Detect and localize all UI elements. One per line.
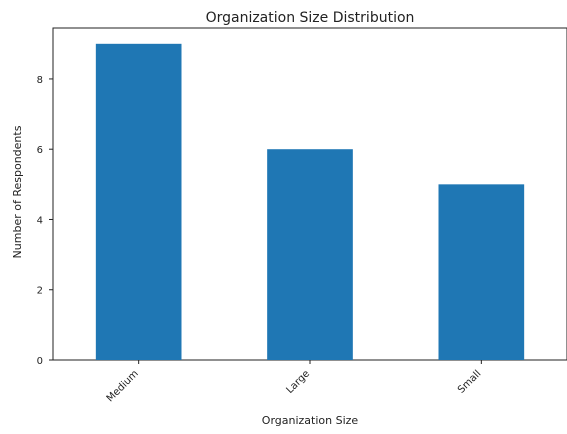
bar-medium	[95, 43, 182, 361]
x-axis-ticks: Medium Large Small	[105, 360, 483, 404]
bar-large	[267, 149, 353, 360]
chart-title: Organization Size Distribution	[206, 10, 415, 26]
y-axis-label: Number of Respondents	[11, 125, 24, 258]
x-tick-label-small: Small	[456, 368, 483, 395]
y-tick-label: 8	[37, 75, 43, 86]
y-tick-label: 6	[37, 145, 43, 156]
y-tick-label: 4	[37, 215, 43, 226]
y-tick-label: 0	[37, 356, 43, 367]
y-tick-label: 2	[37, 286, 43, 297]
x-tick-label-large: Large	[284, 368, 312, 396]
y-axis-ticks: 0 2 4 6 8	[37, 75, 53, 367]
bar-small	[438, 184, 525, 360]
bars	[95, 43, 525, 361]
x-tick-label-medium: Medium	[105, 368, 141, 404]
x-axis-label: Organization Size	[262, 414, 359, 427]
